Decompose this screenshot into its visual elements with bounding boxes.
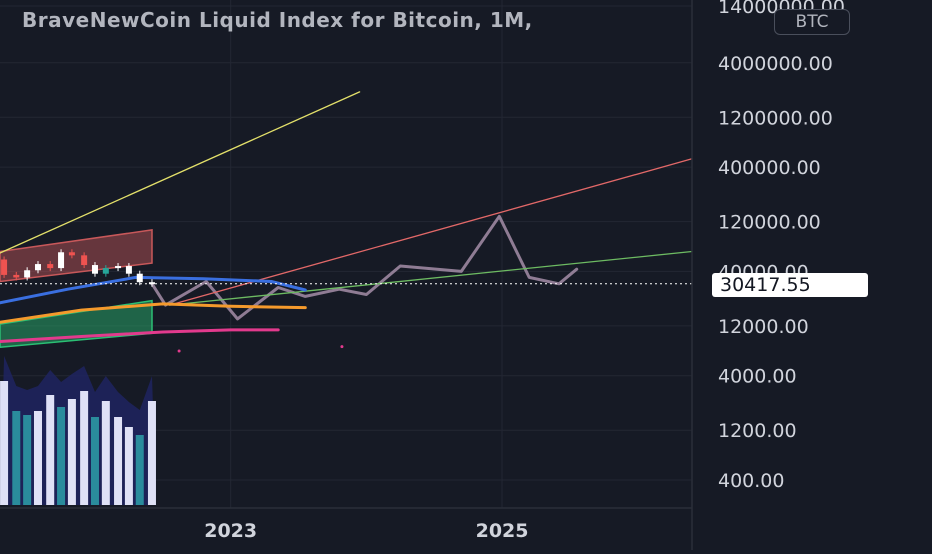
y-tick-label: 4000000.00 bbox=[718, 53, 833, 75]
candle-body bbox=[1, 259, 8, 275]
marker-dot bbox=[177, 349, 181, 353]
y-tick-label: 1200.00 bbox=[718, 420, 797, 442]
candle-body bbox=[148, 282, 155, 285]
marker-dot bbox=[340, 345, 344, 349]
last-price-tag: 30417.55 bbox=[712, 273, 868, 297]
y-tick-label: 400.00 bbox=[718, 470, 784, 492]
candle-body bbox=[125, 266, 132, 274]
candle-body bbox=[47, 264, 54, 269]
candle-body bbox=[13, 274, 20, 278]
y-tick-label: 120000.00 bbox=[718, 212, 821, 234]
chart-title: BraveNewCoin Liquid Index for Bitcoin, 1… bbox=[22, 8, 533, 32]
candle-body bbox=[58, 252, 65, 269]
candle-body bbox=[102, 268, 109, 274]
candle-body bbox=[136, 273, 143, 283]
blue-ma-line bbox=[0, 275, 307, 305]
volume-bar bbox=[90, 417, 99, 505]
x-tick-label: 2023 bbox=[204, 520, 257, 542]
grid bbox=[0, 0, 692, 508]
volume-bar bbox=[135, 435, 144, 505]
candle-body bbox=[68, 252, 75, 256]
volume-bar bbox=[0, 381, 9, 505]
volume-bar bbox=[46, 395, 55, 505]
y-tick-label: 1200000.00 bbox=[718, 107, 833, 129]
magenta-ma-line bbox=[0, 328, 280, 343]
volume-bar bbox=[57, 407, 66, 505]
volume-bars bbox=[0, 356, 156, 505]
candle-body bbox=[81, 255, 88, 266]
green-trend-line bbox=[168, 250, 693, 306]
yellow-trend-line bbox=[0, 91, 361, 254]
volume-bar bbox=[147, 401, 156, 505]
candle-body bbox=[24, 270, 31, 278]
volume-bar bbox=[12, 411, 21, 505]
x-tick-label: 2025 bbox=[476, 520, 529, 542]
volume-bar bbox=[101, 401, 110, 505]
currency-badge[interactable]: BTC bbox=[774, 9, 850, 35]
candle-body bbox=[115, 266, 122, 269]
volume-bar bbox=[23, 415, 32, 505]
series-lines bbox=[0, 91, 693, 353]
volume-bar bbox=[114, 417, 123, 505]
candle-body bbox=[34, 264, 41, 271]
candle-body bbox=[91, 265, 98, 274]
y-tick-label: 4000.00 bbox=[718, 366, 797, 388]
candles bbox=[1, 249, 155, 287]
price-axis[interactable]: 14000000.004000000.001200000.00400000.00… bbox=[0, 0, 845, 550]
y-tick-label: 400000.00 bbox=[718, 157, 821, 179]
forecast-line bbox=[150, 214, 579, 321]
y-tick-label: 12000.00 bbox=[718, 316, 809, 338]
orange-ma-line bbox=[0, 302, 307, 324]
volume-bar bbox=[124, 427, 133, 505]
volume-bar bbox=[33, 411, 42, 505]
volume-bar bbox=[80, 391, 89, 505]
volume-bar bbox=[67, 399, 76, 505]
red-trend-line bbox=[168, 158, 693, 306]
